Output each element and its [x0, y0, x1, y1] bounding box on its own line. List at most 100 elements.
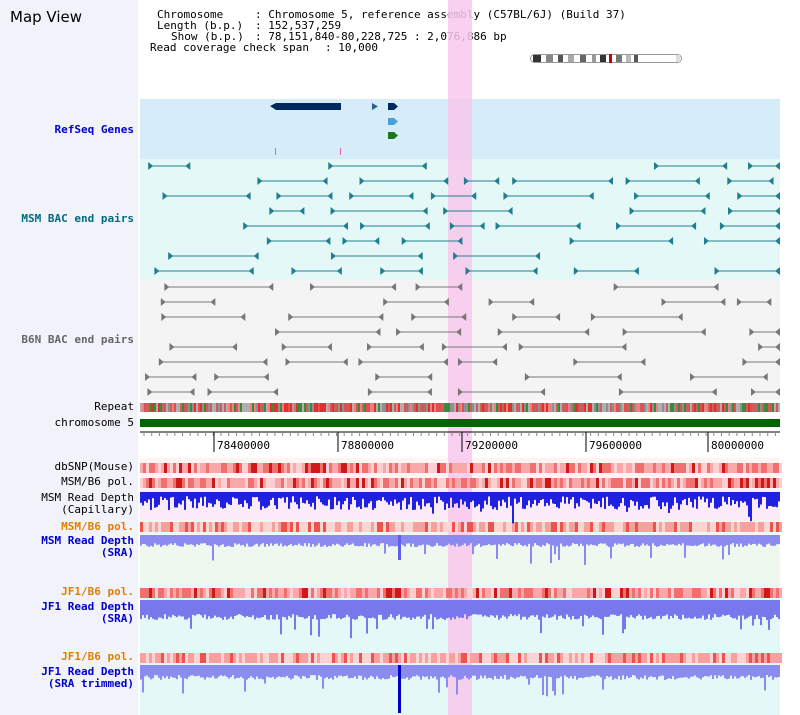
jf1-sra-depth-bar [198, 600, 200, 615]
repeat-segment [256, 403, 258, 412]
msm-cap-depth-bar [230, 492, 232, 505]
jf1-trim-depth-bar [304, 665, 306, 677]
msm-pol2-cell [392, 522, 395, 532]
jf1-sra-depth-bar [240, 600, 242, 615]
dbsnp-cell [158, 463, 161, 473]
msm-pol-cell [191, 478, 194, 488]
msm-pol2-cell [335, 522, 338, 532]
msm-pol-cell [218, 478, 221, 488]
repeat-segment [554, 403, 556, 412]
jf1-pol-cell [557, 588, 560, 598]
jf1-trim-depth-bar [140, 665, 142, 680]
msm-sra-depth-bar [146, 535, 148, 546]
jf1-pol-cell [737, 588, 740, 598]
jf1-pol2-cell [434, 653, 437, 663]
msm-pol2-cell [338, 522, 341, 532]
jf1-trim-depth-bar [240, 665, 242, 677]
repeat-segment [566, 403, 568, 412]
jf1-pol-cell [383, 588, 386, 598]
msm-cap-depth-bar [752, 492, 754, 498]
msm-sra-depth-bar [582, 535, 584, 546]
msm-pol-cell [347, 478, 350, 488]
msm-bac-pair-end [775, 267, 780, 275]
msm-bac-pair-end [417, 252, 423, 260]
jf1-pol2-cell [593, 653, 596, 663]
jf1-sra-depth-bar [248, 600, 250, 617]
msm-pol2-cell [254, 522, 257, 532]
repeat-segment [152, 403, 154, 412]
jf1-trim-depth-bar [494, 665, 496, 676]
ideogram-current-position [609, 54, 612, 63]
jf1-trim-depth-bar [356, 665, 358, 679]
track-label-b6n-bac[interactable]: B6N BAC end pairs [21, 333, 134, 346]
msm-sra-depth-bar [724, 535, 726, 547]
repeat-segment [550, 403, 552, 412]
jf1-trim-depth-bar [584, 665, 586, 678]
msm-pol-cell [236, 478, 239, 488]
jf1-sra-depth-bar [236, 600, 238, 616]
track-label-refseq[interactable]: RefSeq Genes [54, 123, 134, 136]
b6n-bac-pair-end [263, 373, 269, 381]
b6n-bac-pair-end [367, 388, 373, 396]
repeat-segment [474, 403, 476, 412]
jf1-trim-depth-bar [510, 665, 512, 677]
msm-cap-depth-bar [276, 492, 278, 510]
gene-arrow [394, 132, 398, 139]
jf1-pol2-cell [371, 653, 374, 663]
dbsnp-cell [299, 463, 302, 473]
msm-sra-depth-bar [282, 535, 284, 547]
jf1-pol-cell [335, 588, 338, 598]
msm-pol-cell [536, 478, 539, 488]
dbsnp-cell [560, 463, 563, 473]
jf1-pol-cell [722, 588, 725, 598]
jf1-trim-depth-bar [168, 665, 170, 679]
jf1-trim-depth-bar [472, 665, 474, 676]
msm-cap-depth-bar [176, 492, 178, 508]
repeat-segment [212, 403, 214, 412]
jf1-pol-cell [512, 588, 515, 598]
jf1-pol-cell [380, 588, 383, 598]
msm-pol-cell [374, 478, 377, 488]
jf1-trim-depth-bar [392, 665, 394, 677]
jf1-sra-depth-bar [524, 600, 526, 617]
repeat-segment [436, 403, 438, 412]
msm-cap-depth-bar [302, 492, 304, 503]
msm-bac-pair-end [691, 222, 697, 230]
repeat-segment [394, 403, 396, 412]
msm-cap-depth-bar [144, 492, 146, 502]
jf1-sra-depth-bar [598, 600, 600, 619]
repeat-segment [458, 403, 460, 412]
msm-sra-depth-bar [344, 535, 346, 545]
msm-sra-depth-bar [490, 535, 492, 546]
jf1-trim-depth-bar [226, 665, 228, 677]
b6n-bac-pair-end [272, 388, 278, 396]
repeat-segment [640, 403, 642, 412]
jf1-pol-cell [758, 588, 761, 598]
msm-cap-depth-bar [364, 492, 366, 508]
msm-sra-depth-bar [436, 535, 438, 544]
jf1-sra-depth-bar [692, 600, 694, 619]
msm-pol-cell [662, 478, 665, 488]
msm-pol-cell [494, 478, 497, 488]
dbsnp-cell [233, 463, 236, 473]
chromosome-ideogram[interactable] [530, 54, 682, 63]
jf1-pol2-cell [518, 653, 521, 663]
msm-sra-depth-bar [476, 535, 478, 545]
msm-bac-pair-end [634, 192, 640, 200]
msm-cap-depth-bar [558, 492, 560, 509]
jf1-sra-depth-bar [538, 600, 540, 620]
jf1-pol-cell [464, 588, 467, 598]
msm-pol2-cell [683, 522, 686, 532]
msm-pol2-cell [278, 522, 281, 532]
show-label: Show (b.p.) [171, 30, 244, 43]
msm-sra-depth-bar [544, 535, 546, 546]
msm-sra-depth-bar [624, 535, 626, 547]
jf1-pol2-cell [377, 653, 380, 663]
track-label-msm-bac[interactable]: MSM BAC end pairs [21, 212, 134, 225]
jf1-sra-depth-bar [296, 600, 298, 616]
msm-pol-cell [473, 478, 476, 488]
jf1-sra-depth-bar [426, 600, 428, 629]
msm-pol-cell [641, 478, 644, 488]
repeat-segment [238, 403, 240, 412]
